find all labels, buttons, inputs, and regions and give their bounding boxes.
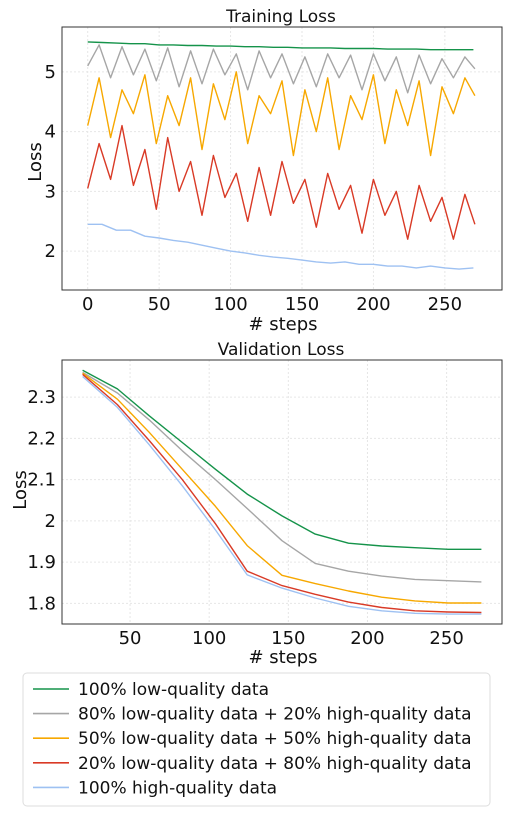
x-tick-label: 250 — [428, 294, 462, 315]
plot-series-group — [82, 369, 482, 615]
series-line-2 — [87, 44, 476, 94]
series-line-1 — [82, 369, 482, 550]
x-tick-label: 0 — [82, 294, 93, 315]
y-tick-label: 1.8 — [27, 593, 56, 614]
y-tick-label: 2.2 — [27, 428, 56, 449]
legend-label: 100% low-quality data — [78, 680, 269, 700]
x-axis-title: # steps — [248, 314, 317, 335]
series-line-5 — [82, 375, 482, 615]
x-tick-label: 250 — [429, 628, 463, 649]
y-tick-label: 3 — [45, 181, 56, 202]
x-axis-title: # steps — [248, 647, 317, 668]
y-tick-label: 2.3 — [27, 387, 56, 408]
x-tick-label: 200 — [356, 294, 390, 315]
series-line-1 — [87, 41, 474, 51]
legend-label: 80% low-quality data + 20% high-quality … — [78, 705, 472, 725]
y-tick-label: 2 — [45, 511, 56, 532]
series-line-4 — [87, 124, 476, 240]
y-tick-label: 4 — [45, 122, 56, 143]
gridlines — [62, 360, 502, 624]
tick-labels: 50 100 150 200 250 1.8 1.9 2 2.1 2.2 2.3 — [27, 387, 463, 649]
legend-box — [22, 672, 491, 807]
series-line-4 — [82, 373, 482, 614]
x-tick-label: 50 — [119, 628, 142, 649]
series-line-3 — [87, 71, 476, 157]
legend-items: 100% low-quality data 80% low-quality dat… — [33, 680, 472, 798]
plot-frame — [61, 359, 503, 625]
plot-frame — [61, 26, 503, 291]
y-tick-label: 1.9 — [27, 552, 56, 573]
y-axis-title: Loss — [10, 470, 31, 509]
legend-label: 20% low-quality data + 80% high-quality … — [78, 754, 472, 774]
y-axis-title: Loss — [25, 142, 46, 181]
legend-label: 100% high-quality data — [78, 778, 277, 798]
tick-labels: 0 50 100 150 200 250 2 3 4 5 — [45, 62, 462, 315]
y-tick-label: 2 — [45, 241, 56, 262]
series-line-3 — [82, 372, 482, 604]
y-tick-label: 5 — [45, 62, 56, 83]
series-line-2 — [82, 371, 482, 583]
legend: 100% low-quality data 80% low-quality dat… — [22, 672, 491, 807]
x-tick-label: 100 — [213, 294, 247, 315]
series-line-5 — [87, 223, 474, 270]
chart-title: Training Loss — [225, 7, 336, 27]
training-loss-chart: Training Loss 0 50 100 150 200 250 2 3 4 5 # step… — [25, 7, 503, 335]
x-tick-label: 200 — [350, 628, 384, 649]
chart-title: Validation Loss — [218, 340, 345, 360]
x-tick-label: 100 — [192, 628, 226, 649]
legend-label: 50% low-quality data + 50% high-quality … — [78, 729, 472, 749]
x-tick-label: 50 — [148, 294, 171, 315]
x-tick-label: 150 — [285, 294, 319, 315]
plot-series-group — [87, 41, 476, 270]
validation-loss-chart: Validation Loss 50 100 150 200 250 1.8 1.9 2 2.1… — [10, 340, 503, 668]
x-tick-label: 150 — [271, 628, 305, 649]
y-tick-label: 2.1 — [27, 470, 56, 491]
